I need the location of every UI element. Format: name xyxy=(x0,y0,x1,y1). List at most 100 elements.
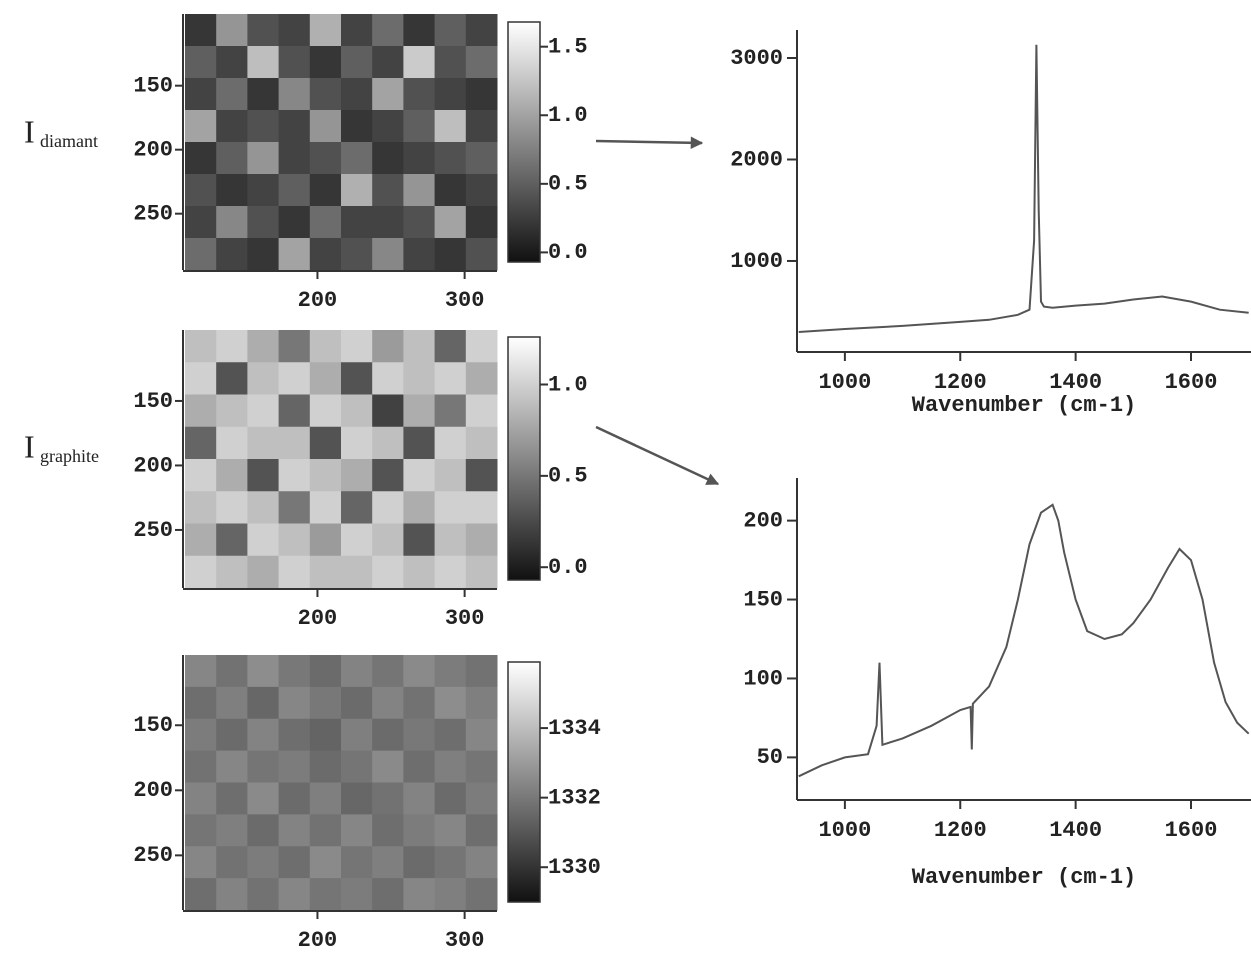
heatmap-cell xyxy=(403,362,436,395)
heatmap-cell xyxy=(185,655,217,688)
y-tick-label: 50 xyxy=(757,745,783,770)
heatmap-cell xyxy=(434,750,467,783)
heatmap-cell xyxy=(216,14,248,47)
heatmap-cell xyxy=(247,110,280,143)
x-tick-label: 1400 xyxy=(1049,370,1102,395)
heatmap-cell xyxy=(278,426,311,460)
arrow xyxy=(595,425,720,486)
heatmap-cell xyxy=(278,523,311,557)
x-tick-label: 200 xyxy=(298,928,338,953)
y-tick-label: 2000 xyxy=(730,147,783,172)
heatmap-cell xyxy=(247,78,280,111)
heatmap-cell xyxy=(247,426,280,460)
colorbar xyxy=(507,336,541,581)
heatmap-cell xyxy=(185,878,217,911)
heatmap-cell xyxy=(247,846,280,879)
heatmap-cell xyxy=(309,655,342,688)
heatmap-cell xyxy=(185,14,217,47)
heatmap-cell xyxy=(372,750,404,783)
heatmap-cell xyxy=(372,174,404,207)
heatmap-cell xyxy=(247,362,280,395)
heatmap-cell xyxy=(247,555,280,589)
heatmap-cell xyxy=(185,238,217,271)
x-tick-label: 300 xyxy=(445,288,485,313)
heatmap-cell xyxy=(309,750,342,783)
heatmap-cell xyxy=(372,238,404,271)
heatmap-cell xyxy=(185,330,217,363)
heatmap-cell xyxy=(185,362,217,395)
heatmap-cell xyxy=(185,782,217,815)
heatmap-cell xyxy=(216,718,248,752)
heatmap-cell xyxy=(247,655,280,688)
heatmap-cell xyxy=(403,238,436,271)
heatmap-cell xyxy=(278,46,311,79)
heatmap-cell xyxy=(278,238,311,271)
heatmap-cell xyxy=(403,523,436,557)
heatmap-cell xyxy=(434,110,467,143)
x-tick-label: 1000 xyxy=(818,818,871,843)
y-tick-label: 100 xyxy=(743,666,783,691)
heatmap-cell xyxy=(341,330,373,363)
heatmap-cell xyxy=(434,523,467,557)
x-tick-label: 1600 xyxy=(1165,818,1218,843)
heatmap-cell xyxy=(341,238,373,271)
heatmap-cell xyxy=(403,330,436,363)
heatmap-cell xyxy=(309,330,342,363)
heatmap-cell xyxy=(465,78,498,111)
heatmap-cell xyxy=(278,142,311,175)
heatmap-cell xyxy=(465,491,498,524)
heatmap-cell xyxy=(278,459,311,492)
heatmap-cell xyxy=(465,459,498,492)
heatmap-cell xyxy=(309,686,342,720)
heatmap-cell xyxy=(403,718,436,752)
heatmap-cell xyxy=(403,491,436,524)
heatmap-cell xyxy=(403,814,436,847)
heatmap-cell xyxy=(278,362,311,395)
heatmap-cell xyxy=(341,206,373,239)
heatmap-cell xyxy=(185,750,217,783)
heatmap-cell xyxy=(216,78,248,111)
heatmap-cell xyxy=(403,46,436,79)
heatmap-cell xyxy=(309,238,342,271)
colorbar xyxy=(507,21,541,263)
heatmap-cell xyxy=(216,846,248,879)
heatmap-cell xyxy=(247,330,280,363)
heatmap-cell xyxy=(309,206,342,239)
colorbar-tick-label: 1.0 xyxy=(548,103,588,128)
heatmap-cell xyxy=(465,782,498,815)
heatmap-cell xyxy=(185,459,217,492)
heatmap-cell xyxy=(372,846,404,879)
spectrum-line xyxy=(798,503,1250,778)
heatmap-cell xyxy=(341,782,373,815)
colorbar xyxy=(507,661,541,903)
heatmap-cell xyxy=(341,846,373,879)
heatmap-cell xyxy=(403,655,436,688)
heatmap-cell xyxy=(465,362,498,395)
heatmap-cell xyxy=(278,686,311,720)
y-tick-label: 1000 xyxy=(730,249,783,274)
heatmap-cell xyxy=(185,46,217,79)
heatmap-cell xyxy=(278,750,311,783)
heatmap-cell xyxy=(185,718,217,752)
heatmap-cell xyxy=(216,459,248,492)
heatmap-cell xyxy=(434,78,467,111)
heatmap-cell xyxy=(247,523,280,557)
heatmap-cell xyxy=(216,142,248,175)
heatmap-cell xyxy=(309,394,342,428)
heatmap-cell xyxy=(216,491,248,524)
heatmap-cell xyxy=(309,718,342,752)
heatmap-cell xyxy=(465,718,498,752)
heatmap-cell xyxy=(434,142,467,175)
heatmap-cell xyxy=(278,782,311,815)
heatmap-cell xyxy=(434,491,467,524)
row-label: I xyxy=(24,428,35,464)
heatmap-cell xyxy=(372,782,404,815)
y-tick-label: 200 xyxy=(133,778,173,803)
heatmap-cell xyxy=(465,330,498,363)
heatmap-cell xyxy=(247,238,280,271)
heatmap-cell xyxy=(434,330,467,363)
heatmap-cell xyxy=(372,459,404,492)
heatmap-cell xyxy=(434,362,467,395)
heatmap-cell xyxy=(434,46,467,79)
heatmap-cell xyxy=(341,523,373,557)
